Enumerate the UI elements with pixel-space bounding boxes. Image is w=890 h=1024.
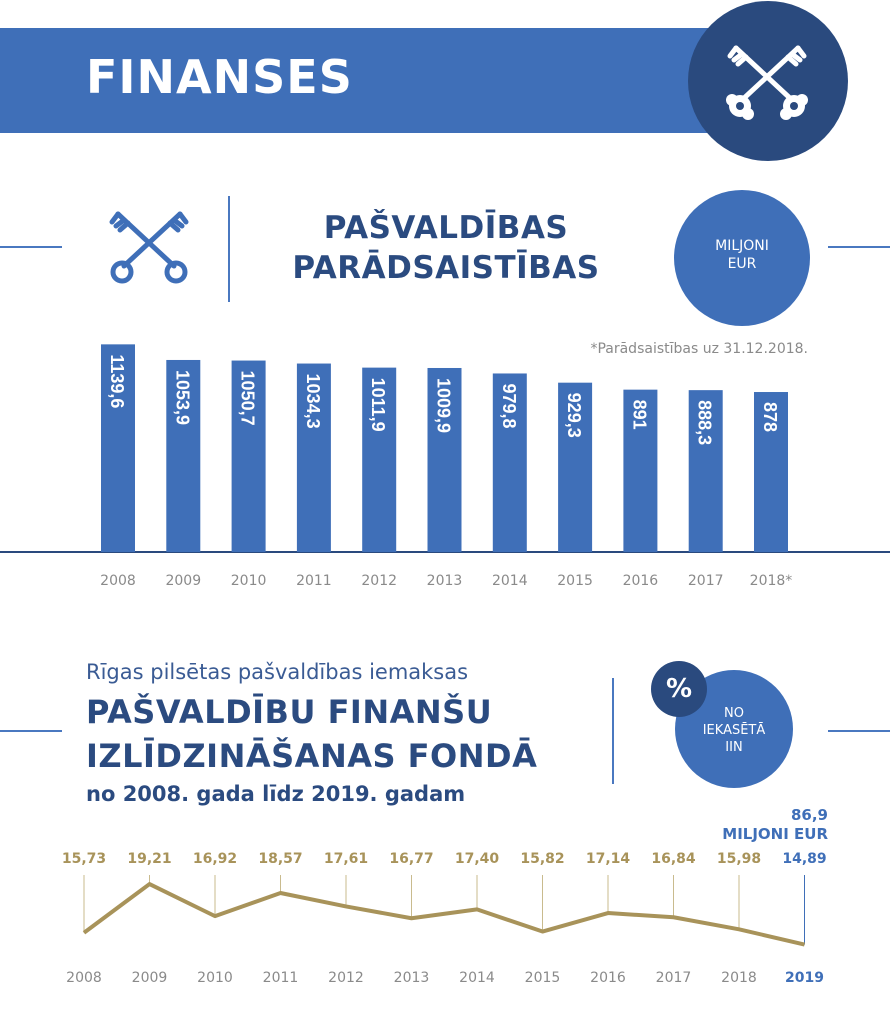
- divider-left: [0, 246, 62, 248]
- bar-value-label: 878: [760, 402, 780, 432]
- bar-value-label: 1053,9: [172, 370, 192, 425]
- fund-title-separator: [612, 678, 614, 784]
- x-tick-label: 2018: [721, 970, 757, 986]
- crossed-keys-icon: [109, 211, 189, 284]
- bar-value-label: 1011,9: [368, 378, 388, 432]
- iin-line3: IIN: [725, 740, 743, 755]
- point-value-label: 15,98: [717, 851, 761, 867]
- point-value-label: 16,92: [193, 851, 237, 867]
- x-tick-label: 2017: [688, 573, 724, 589]
- footnote: *Parādsaistības uz 31.12.2018.: [590, 341, 808, 357]
- x-tick-label: 2016: [623, 573, 659, 589]
- x-tick-label: 2010: [231, 573, 267, 589]
- x-tick-label: 2018*: [750, 573, 793, 589]
- x-tick-label: 2013: [394, 970, 430, 986]
- bar: [623, 389, 658, 552]
- bar: [166, 359, 201, 552]
- unit-badge: MILJONI EUR: [674, 190, 810, 326]
- fund-line-chart: 15,73 2008 19,21 2009 16,92 2010 18,57 2011 17,6…: [62, 851, 827, 986]
- x-tick-label: 2008: [66, 970, 102, 986]
- point-value-label: 17,14: [586, 851, 631, 867]
- series-line: [82, 882, 805, 947]
- point-value-label: 15,73: [62, 851, 106, 867]
- bar: [558, 382, 593, 552]
- bar-value-label: 1009,9: [434, 378, 454, 433]
- x-tick-label: 2015: [525, 970, 561, 986]
- point-value-label: 19,21: [127, 851, 171, 867]
- bar: [296, 363, 331, 552]
- x-tick-label: 2016: [590, 970, 626, 986]
- fund-title-line1: PAŠVALDĪBU FINANŠU: [86, 693, 493, 731]
- annotation-value: 86,9: [790, 806, 828, 824]
- crossed-keys-icon: [726, 45, 808, 120]
- point-value-label: 14,89: [782, 851, 826, 867]
- bar: [101, 344, 135, 552]
- bar: [688, 390, 723, 552]
- bar-value-label: 1139,6: [107, 354, 127, 408]
- point-value-label: 16,84: [651, 851, 696, 867]
- debt-title-line1: PAŠVALDĪBAS: [323, 210, 569, 246]
- point-value-label: 15,82: [520, 851, 564, 867]
- percent-icon: %: [651, 661, 707, 717]
- debt-title: PAŠVALDĪBAS PARĀDSAISTĪBAS: [276, 208, 616, 288]
- fund-subtitle: Rīgas pilsētas pašvaldības iemaksas: [86, 660, 469, 684]
- debt-bar-chart: 1139,6 2008 1053,9 2009 1050,7 2010 1034,3 2011…: [0, 344, 890, 589]
- bar: [427, 367, 462, 552]
- x-tick-label: 2010: [197, 970, 233, 986]
- divider-left-2: [0, 730, 62, 732]
- fund-year-range: no 2008. gada līdz 2019. gadam: [86, 782, 466, 806]
- bar: [362, 367, 397, 552]
- bar-value-label: 979,8: [499, 383, 519, 428]
- bar-value-label: 1050,7: [238, 371, 258, 426]
- x-tick-label: 2014: [459, 970, 495, 986]
- point-value-label: 18,57: [258, 851, 302, 867]
- x-tick-label: 2014: [492, 573, 528, 589]
- divider-right-2: [828, 730, 890, 732]
- annotation-unit: MILJONI EUR: [722, 825, 828, 843]
- divider-right: [828, 246, 890, 248]
- bar-value-label: 929,3: [564, 393, 584, 438]
- unit-line1: MILJONI: [715, 238, 769, 254]
- bar: [754, 392, 788, 552]
- x-tick-label: 2019: [785, 970, 824, 986]
- page-title: FINANSES: [86, 50, 353, 104]
- x-tick-label: 2009: [165, 573, 201, 589]
- fund-title: PAŠVALDĪBU FINANŠU IZLĪDZINĀŠANAS FONDĀ: [86, 690, 537, 778]
- x-tick-label: 2012: [328, 970, 364, 986]
- bar-value-label: 891: [629, 400, 649, 430]
- bar: [492, 373, 527, 552]
- title-separator: [228, 196, 230, 302]
- iin-line1: NO: [724, 706, 744, 721]
- x-tick-label: 2011: [263, 970, 299, 986]
- x-tick-label: 2011: [296, 573, 332, 589]
- x-tick-label: 2009: [132, 970, 168, 986]
- x-tick-label: 2012: [361, 573, 397, 589]
- fund-title-line2: IZLĪDZINĀŠANAS FONDĀ: [86, 737, 538, 775]
- x-tick-label: 2008: [100, 573, 136, 589]
- x-tick-label: 2013: [427, 573, 463, 589]
- bar-value-label: 1034,3: [303, 374, 323, 429]
- x-tick-label: 2017: [656, 970, 692, 986]
- point-value-label: 16,77: [389, 851, 433, 867]
- bar-value-label: 888,3: [695, 400, 715, 445]
- x-tick-label: 2015: [557, 573, 593, 589]
- unit-line2: EUR: [727, 256, 757, 272]
- point-value-label: 17,40: [455, 851, 500, 867]
- point-value-label: 17,61: [324, 851, 368, 867]
- bar: [231, 360, 266, 552]
- debt-title-line2: PARĀDSAISTĪBAS: [292, 250, 600, 286]
- iin-line2: IEKASĒTĀ: [702, 723, 766, 738]
- header-banner: [0, 28, 790, 133]
